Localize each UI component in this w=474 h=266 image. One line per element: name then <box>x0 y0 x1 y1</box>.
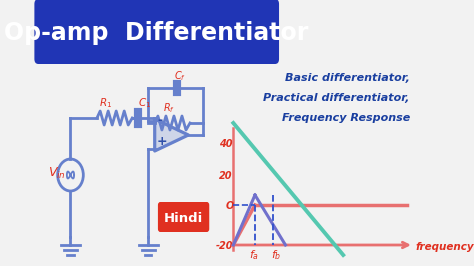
Text: $C_f$: $C_f$ <box>174 69 186 83</box>
Text: frequency: frequency <box>415 242 474 252</box>
Text: Op-amp  Differentiator: Op-amp Differentiator <box>4 21 309 45</box>
Text: $R_1$: $R_1$ <box>99 96 112 110</box>
FancyBboxPatch shape <box>158 202 209 232</box>
Text: 40: 40 <box>219 139 232 149</box>
Text: +: + <box>157 135 168 148</box>
Text: $f_b$: $f_b$ <box>271 248 282 262</box>
Text: -20: -20 <box>216 241 233 251</box>
Text: $f_a$: $f_a$ <box>249 248 259 262</box>
Text: Practical differentiator,: Practical differentiator, <box>264 93 410 103</box>
Text: Frequency Response: Frequency Response <box>282 113 410 123</box>
FancyBboxPatch shape <box>35 0 279 64</box>
Text: Hindi: Hindi <box>164 211 203 225</box>
Text: $R_f$: $R_f$ <box>163 101 175 115</box>
Text: Basic differentiator,: Basic differentiator, <box>285 73 410 83</box>
Text: O: O <box>225 201 234 211</box>
Text: $V_{in}$: $V_{in}$ <box>48 166 66 181</box>
Text: -: - <box>157 114 162 127</box>
Text: $C_1$: $C_1$ <box>138 96 151 110</box>
Text: 20: 20 <box>219 171 232 181</box>
Polygon shape <box>155 119 188 151</box>
